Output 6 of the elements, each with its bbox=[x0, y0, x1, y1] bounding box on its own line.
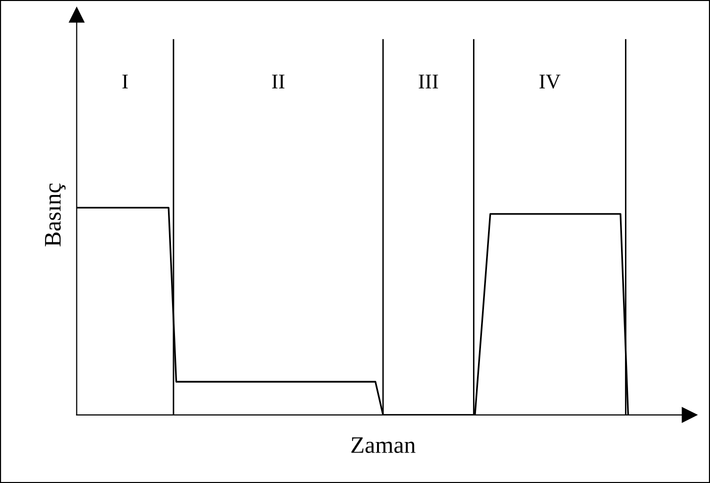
x-axis-title: Zaman bbox=[351, 437, 416, 454]
text: IV bbox=[539, 74, 560, 89]
text: III bbox=[418, 74, 438, 88]
y-axis-title: Basınç bbox=[45, 184, 66, 246]
text: II bbox=[272, 74, 284, 88]
text: I bbox=[122, 74, 128, 88]
